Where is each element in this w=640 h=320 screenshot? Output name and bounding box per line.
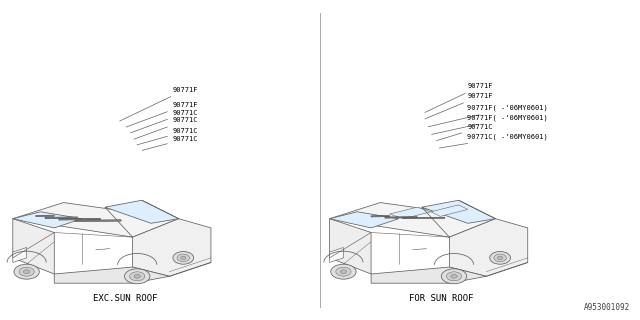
Ellipse shape <box>336 267 351 276</box>
Polygon shape <box>449 219 528 276</box>
Ellipse shape <box>130 272 145 281</box>
Polygon shape <box>330 247 344 262</box>
Polygon shape <box>13 203 179 237</box>
Text: 90771F: 90771F <box>120 87 198 121</box>
Ellipse shape <box>14 264 39 279</box>
Polygon shape <box>132 219 211 276</box>
Text: EXC.SUN ROOF: EXC.SUN ROOF <box>93 294 157 303</box>
Text: 90771C: 90771C <box>142 136 198 150</box>
Polygon shape <box>45 217 77 219</box>
Ellipse shape <box>340 270 347 274</box>
Polygon shape <box>422 200 495 223</box>
Polygon shape <box>13 212 82 228</box>
Ellipse shape <box>125 269 150 284</box>
Ellipse shape <box>134 275 140 278</box>
Text: 90771F: 90771F <box>425 84 493 112</box>
Ellipse shape <box>177 254 189 262</box>
Text: 90771C( -'06MY0601): 90771C( -'06MY0601) <box>439 134 548 148</box>
Polygon shape <box>371 267 486 283</box>
Ellipse shape <box>494 254 506 262</box>
Polygon shape <box>385 217 417 218</box>
Polygon shape <box>105 200 179 223</box>
Text: 90771C: 90771C <box>131 110 198 133</box>
Ellipse shape <box>451 275 457 278</box>
Text: 90771C: 90771C <box>436 124 493 140</box>
Polygon shape <box>54 267 170 283</box>
Text: 90771F: 90771F <box>126 102 198 127</box>
Ellipse shape <box>19 267 34 276</box>
Polygon shape <box>59 218 100 220</box>
Text: 90771F( -'06MY0601): 90771F( -'06MY0601) <box>431 115 548 134</box>
Polygon shape <box>431 205 468 216</box>
Ellipse shape <box>442 269 467 284</box>
Text: 90771F( -'06MY0601): 90771F( -'06MY0601) <box>428 105 548 127</box>
Polygon shape <box>403 217 445 219</box>
Ellipse shape <box>447 272 461 281</box>
Polygon shape <box>330 212 399 228</box>
Polygon shape <box>330 219 371 274</box>
Ellipse shape <box>497 256 502 260</box>
Ellipse shape <box>24 270 30 274</box>
Polygon shape <box>13 219 54 274</box>
Ellipse shape <box>173 252 194 264</box>
Polygon shape <box>330 203 495 237</box>
Text: 90771F: 90771F <box>425 93 493 119</box>
Polygon shape <box>371 215 390 217</box>
Ellipse shape <box>180 256 186 260</box>
Polygon shape <box>13 247 27 262</box>
Polygon shape <box>36 215 54 217</box>
Text: A953001092: A953001092 <box>584 303 630 312</box>
Text: 90771C: 90771C <box>134 117 198 139</box>
Ellipse shape <box>331 264 356 279</box>
Text: FOR SUN ROOF: FOR SUN ROOF <box>410 294 474 303</box>
Text: 90771C: 90771C <box>137 128 198 145</box>
Polygon shape <box>390 207 431 219</box>
Polygon shape <box>75 220 121 221</box>
Ellipse shape <box>490 252 511 264</box>
